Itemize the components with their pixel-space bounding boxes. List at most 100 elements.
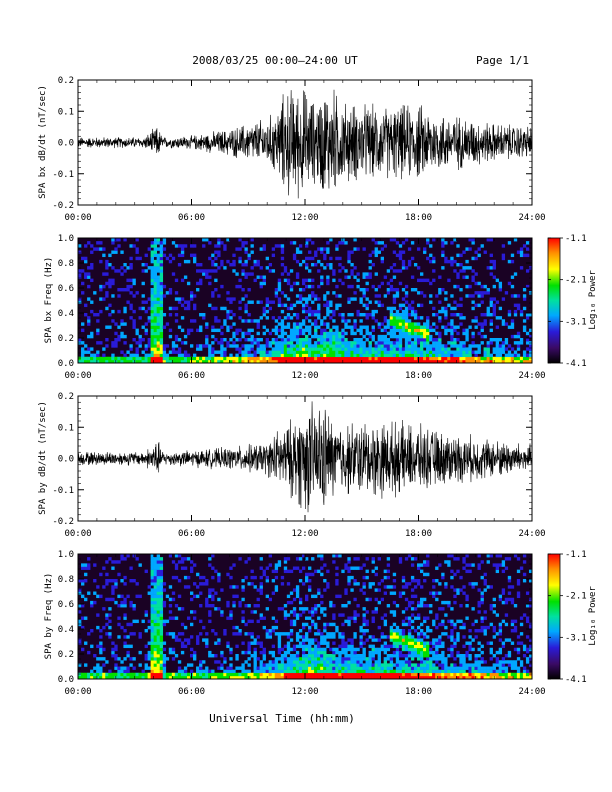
spectrogram-cell [153,616,157,620]
spectrogram-cell [495,554,500,558]
spectrogram-cell [498,353,503,358]
spectrogram-cell [450,622,454,627]
spectrogram-cell [501,297,506,301]
spectrogram-cell [453,325,457,329]
spectrogram-cell [522,572,527,577]
spectrogram-cell [199,675,203,680]
spectrogram-cell [438,338,442,342]
spectrogram-cell [416,303,421,308]
spectrogram-cell [277,347,282,351]
spectrogram-cell [162,582,167,586]
spectrogram-cell [162,588,167,592]
spectrogram-cell [450,585,454,589]
spectrogram-cell [223,322,227,326]
spectrogram-cell [123,600,127,605]
spectrogram-cell [156,647,161,652]
spectrogram-cell [317,672,321,677]
spectrogram-cell [353,669,357,674]
spectrogram-cell [407,331,412,336]
spectrogram-cell [401,263,406,267]
spectrogram-cell [516,672,521,677]
spectrogram-cell [377,353,381,358]
spectrogram-cell [286,356,291,361]
spectrogram-cell [244,350,248,354]
spectrogram-cell [314,638,318,642]
spectrogram-cell [326,359,330,364]
spectrogram-cell [156,625,161,630]
spectrogram-cell [229,663,233,667]
spectrogram-cell [435,666,439,670]
spectrogram-cell [217,666,221,670]
spectrogram-cell [389,635,394,639]
spectrogram-cell [450,328,454,333]
spectrogram-cell [480,625,484,630]
spectrogram-cell [410,241,415,245]
spectrogram-cell [117,657,121,661]
spectrogram-cell [462,657,466,661]
spectrogram-cell [395,647,400,652]
spectrogram-cell [401,319,406,323]
spectrogram-cell [398,663,403,667]
spectrogram-cell [401,585,406,589]
spectrogram-cell [392,275,397,279]
spectrogram-cell [183,625,188,630]
spectrogram-cell [165,353,170,358]
spectrogram-cell [150,256,154,261]
spectrogram-cell [456,591,460,595]
spectrogram-cell [492,610,496,614]
spectrogram-cell [78,588,82,592]
spectrogram-cell [274,353,279,358]
spectrogram-cell [365,638,369,642]
spectrogram-cell [326,350,330,354]
spectrogram-cell [371,616,375,620]
spectrogram-cell [353,610,357,614]
spectrogram-cell [501,600,506,605]
spectrogram-cell [444,356,448,361]
spectrogram-cell [292,334,297,339]
spectrogram-cell [353,650,357,655]
spectrogram-cell [332,325,336,329]
spectrogram-cell [398,316,403,320]
spectrogram-cell [371,635,375,639]
spectrogram-cell [96,241,100,245]
spectrogram-cell [277,350,282,354]
spectrogram-cell [196,572,200,577]
spectrogram-cell [477,563,481,567]
spectrogram-cell [150,575,154,580]
spectrogram-cell [498,554,503,558]
spectrogram-cell [513,604,518,608]
spectrogram-cell [256,359,260,364]
spectrogram-cell [129,278,133,283]
spectrogram-cell [335,594,339,599]
spectrogram-cell [283,650,288,655]
spectrogram-cell [498,344,503,348]
spectrogram-cell [423,353,427,358]
spectrogram-cell [426,604,430,608]
spectrogram-cell [510,347,515,351]
spectrogram-cell [386,672,391,677]
spectrogram-cell [468,669,472,674]
spectrogram-cell [226,672,230,677]
spectrogram-cell [308,294,312,298]
spectrogram-cell [407,353,412,358]
spectrogram-cell [247,619,251,624]
spectrogram-cell [453,238,457,242]
spectrogram-cell [456,359,460,364]
spectrogram-cell [513,334,518,339]
spectrogram-cell [329,654,333,658]
spectrogram-cell [489,319,493,323]
spectrogram-cell [489,675,493,680]
spectrogram-cell [202,313,206,317]
x-tick-label: 18:00 [405,529,432,539]
spectrogram-cell [208,594,212,599]
spectrogram-cell [365,328,369,333]
spectrogram-cell [377,669,381,674]
spectrogram-cell [371,353,375,358]
spectrogram-cell [229,356,233,361]
spectrogram-cell [220,338,224,342]
spectrogram-cell [501,588,506,592]
spectrogram-cell [329,666,333,670]
spectrogram-cell [398,341,403,345]
spectrogram-cell [217,253,221,258]
spectrogram-cell [262,350,266,354]
